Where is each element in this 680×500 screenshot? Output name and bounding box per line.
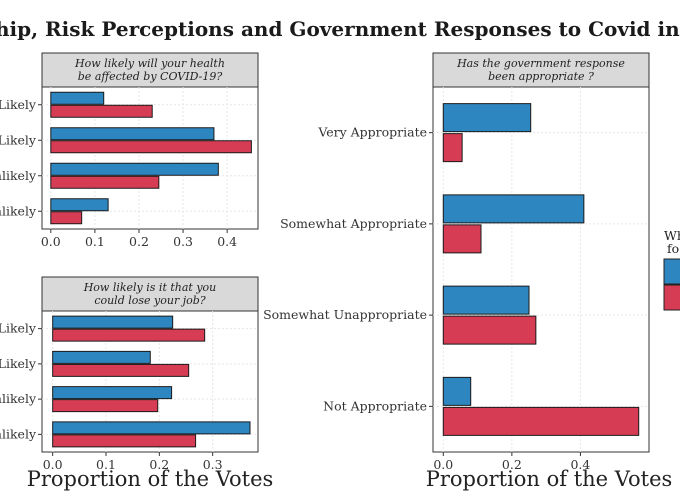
legend: Wh fo [663,228,680,311]
x-tick-label: 0.3 [203,457,223,472]
bar-series-2 [442,406,640,436]
category-label: Likely [0,132,37,147]
category-label: nlikely [0,168,37,183]
panel-job-strip-line2: could lose your job? [94,294,205,307]
bar-series-1 [52,386,173,400]
category-label: Likely [0,321,37,336]
panel-job-strip-line1: How likely is it that you [83,281,217,294]
category-label: nlikely [0,203,37,218]
category-label: Likely [0,97,37,112]
x-tick-label: 0.1 [85,234,105,249]
bar-series-1 [50,162,219,176]
x-tick-label: 0.4 [217,234,237,249]
x-tick-label: 0.0 [43,457,63,472]
x-tick-label: 0.4 [570,457,590,472]
bar-series-2 [50,211,83,225]
category-label: Somewhat Unappropriate [263,307,427,322]
panel-government-strip [432,52,650,88]
bar-series-1 [52,350,151,364]
panel-health: How likely will your health be affected … [0,52,274,491]
x-axis-title-left: Proportion of the Votes [27,467,274,491]
bar-series-1 [442,194,585,224]
bar-series-2 [52,328,206,342]
legend-key-series-1 [663,258,680,285]
category-label: Likely [0,356,37,371]
panel-government: Has the government response been appropr… [263,52,673,491]
panel-government-strip-line1: Has the government response [456,57,625,70]
bar-series-1 [50,127,215,141]
category-label: nlikely [0,391,37,406]
bar-series-1 [442,376,472,406]
panel-government-strip-line2: been appropriate ? [488,70,594,83]
x-tick-label: 0.1 [96,457,116,472]
category-label: nlikely [0,426,37,441]
bar-series-2 [52,363,190,377]
x-tick-label: 0.0 [41,234,61,249]
bar-series-1 [442,103,532,133]
bar-series-2 [50,175,160,189]
bar-series-1 [50,91,105,105]
bar-series-1 [52,421,251,435]
bar-series-1 [50,198,109,212]
category-label: Somewhat Appropriate [280,216,427,231]
panel-health-strip [41,52,259,88]
bar-series-2 [50,140,252,154]
legend-title-line2: fo [667,241,679,256]
x-tick-label: 0.2 [502,457,522,472]
bar-series-2 [50,104,153,118]
category-label: Not Appropriate [323,398,427,413]
category-label: Very Appropriate [317,125,427,140]
legend-title-line1: Wh [664,228,680,243]
bar-series-2 [442,224,482,254]
panel-job: How likely is it that you could lose you… [0,276,259,472]
x-tick-label: 0.2 [149,457,169,472]
legend-key-series-2 [663,284,680,311]
bar-series-2 [52,399,159,413]
bar-series-1 [52,315,174,329]
chart-title: hip, Risk Perceptions and Government Res… [0,17,680,41]
bar-series-2 [442,315,537,345]
x-tick-label: 0.3 [173,234,193,249]
bar-series-2 [442,133,463,163]
panel-health-strip-line2: be affected by COVID-19? [78,70,223,83]
x-tick-label: 0.2 [129,234,149,249]
bar-series-2 [52,434,197,448]
x-tick-label: 0.0 [433,457,453,472]
panel-health-strip-line1: How likely will your health [74,57,225,70]
panel-job-strip [41,276,259,312]
bar-series-1 [442,285,530,315]
x-axis-title-right: Proportion of the Votes [426,467,673,491]
